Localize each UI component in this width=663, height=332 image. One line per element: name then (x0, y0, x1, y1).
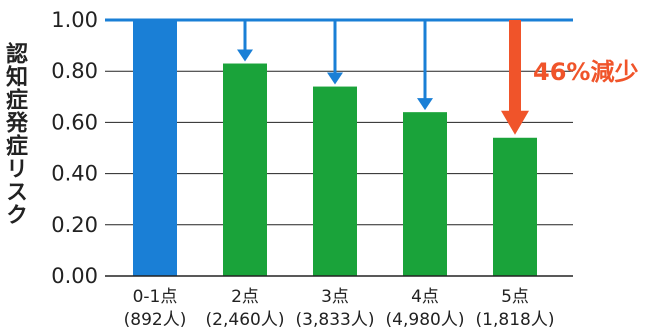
y-axis-label: 認知症発症リスク (2, 42, 27, 226)
bar (493, 137, 537, 276)
bar (313, 86, 357, 276)
sample-size-label: (4,980人) (386, 310, 465, 330)
y-tick-label: 1.00 (51, 8, 98, 32)
y-tick-label: 0.80 (51, 59, 98, 83)
bar (223, 63, 267, 276)
y-tick-label: 0.20 (51, 213, 98, 237)
highlight-arrow (509, 20, 521, 113)
y-tick-label: 0.00 (51, 264, 98, 288)
sample-size-label: (3,833人) (296, 310, 375, 330)
sample-size-label: (1,818人) (476, 310, 555, 330)
annotation-label: 46%減少 (533, 58, 638, 86)
sample-size-label: (892人) (124, 310, 187, 330)
y-tick-label: 0.40 (51, 162, 98, 186)
highlight-arrowhead (501, 110, 529, 135)
bar (403, 112, 447, 276)
x-tick-label: 0-1点 (133, 287, 178, 307)
sample-size-label: (2,460人) (206, 310, 285, 330)
x-tick-label: 4点 (411, 287, 439, 307)
x-tick-label: 2点 (231, 287, 259, 307)
reduction-arrowhead (417, 98, 433, 111)
reduction-arrowhead (237, 49, 253, 62)
x-tick-label: 5点 (501, 287, 529, 307)
bar (133, 20, 177, 276)
x-tick-label: 3点 (321, 287, 349, 307)
y-tick-label: 0.60 (51, 110, 98, 134)
reduction-arrowhead (327, 72, 343, 85)
